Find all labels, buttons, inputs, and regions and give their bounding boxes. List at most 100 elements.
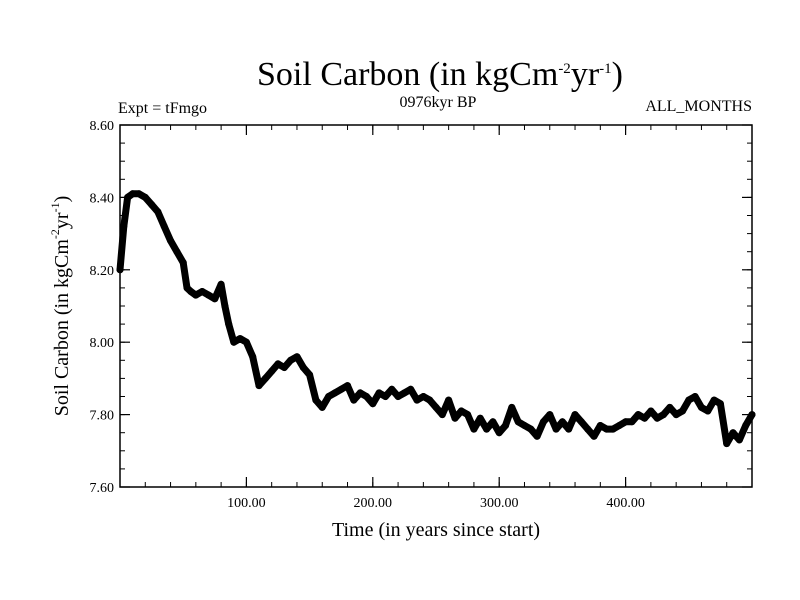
data-point [388,385,396,393]
data-point [438,411,446,419]
y-axis-label: Soil Carbon (in kgCm-2yr-1) [48,196,73,417]
data-point [470,425,478,433]
data-point [337,385,345,393]
data-point [666,403,674,411]
data-point [198,288,206,295]
data-point [261,374,269,382]
data-point [691,393,699,400]
data-point [306,371,314,379]
data-point [407,385,415,393]
data-point [369,400,377,408]
y-tick-label: 8.60 [90,119,115,134]
data-point [356,389,364,397]
data-point [236,335,244,343]
data-point [457,407,465,415]
data-point [565,425,573,433]
y-axis: 7.60 7.80 8.00 8.20 8.40 8.60 [90,119,752,496]
data-point [173,248,181,256]
x-tick-label: 100.00 [227,496,266,511]
data-point [192,291,200,299]
data-point [217,280,225,288]
data-point [571,411,579,419]
data-point [742,422,750,429]
data-point [451,414,459,422]
data-point [723,440,731,448]
data-point [634,411,642,419]
data-point [167,237,175,245]
data-point [312,396,320,404]
data-point [679,407,686,415]
data-point [641,414,649,422]
data-point [584,425,592,433]
x-axis-label: Time (in years since start) [332,519,540,541]
data-point [527,425,535,433]
data-point [154,208,162,216]
data-point [672,411,680,419]
data-point [187,288,195,295]
data-point [660,411,667,419]
data-point [221,302,229,310]
y-tick-label: 7.60 [90,481,115,496]
data-point [205,291,212,299]
data-point [242,338,250,346]
data-point [539,418,547,426]
subtitle-period: 0976kyr BP [400,94,477,111]
data-point [647,407,655,415]
data-point [653,414,661,422]
data-point [249,353,257,361]
data-point [495,429,503,437]
subtitle-months: ALL_MONTHS [645,98,752,115]
subtitle-experiment: Expt = tFmgo [118,100,207,117]
plot-series [116,190,756,448]
data-point [476,414,484,422]
y-tick-label: 8.40 [90,191,115,206]
data-point [622,418,630,426]
data-point [293,353,301,361]
data-point [141,193,149,201]
data-point [508,403,516,411]
y-tick-label: 8.20 [90,264,115,279]
data-point [596,422,604,429]
data-point [287,356,295,364]
plot-frame [119,124,753,488]
data-point [552,425,560,433]
data-point [419,393,427,400]
data-point [268,367,276,375]
data-point [546,411,554,419]
data-point [274,360,282,368]
data-point [729,429,737,437]
data-point [350,396,358,404]
data-point [521,422,528,429]
data-point [558,418,566,426]
data-point [603,425,611,433]
data-point [432,403,440,411]
data-point [464,411,472,419]
x-tick-label: 400.00 [606,496,645,511]
x-axis: 100.00 200.00 300.00 400.00 [119,125,753,511]
data-point [344,382,351,390]
data-point [124,193,132,201]
data-point [533,432,541,440]
data-point [735,436,743,444]
data-point [628,418,636,426]
data-point [577,418,585,426]
data-point [375,389,383,397]
data-point [615,422,623,429]
data-point [230,338,238,346]
data-point [445,396,453,404]
data-point [483,425,491,433]
y-tick-label: 7.80 [90,409,115,424]
data-point [363,393,370,400]
data-point [710,396,718,404]
data-point [400,389,408,397]
data-point [394,393,402,400]
data-point [426,396,434,404]
data-point [331,389,339,397]
data-point [225,320,233,328]
data-point [179,259,187,267]
x-tick-label: 200.00 [354,496,393,511]
data-point [685,396,693,404]
data-point [280,364,288,371]
y-tick-label: 8.00 [90,336,115,351]
data-point [135,190,143,198]
